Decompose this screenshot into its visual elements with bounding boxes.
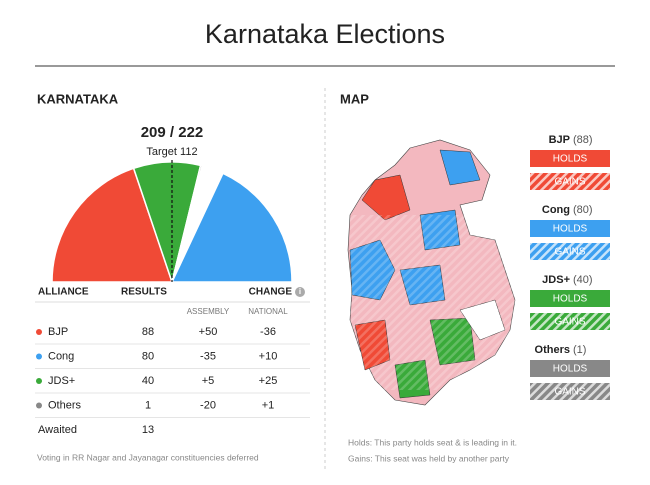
national-change: +10 [259,350,278,362]
gains-hatch [530,243,610,260]
note: Gains: This seat was held by another par… [348,453,510,463]
legend-name: BJP [549,134,570,146]
map-hatch [350,215,520,390]
holds-box [530,360,610,377]
party-dot [36,378,42,384]
gains-label: GAINS [554,247,585,258]
map-region [439,149,481,186]
assembly-change: -35 [200,350,216,362]
legend-count: (80) [573,204,593,216]
seat-arc [51,161,293,285]
info-icon[interactable] [295,287,305,297]
legend-count: (1) [573,344,586,356]
party-dot [36,329,42,335]
info-icon-glyph: i [299,287,301,296]
legend-count: (40) [573,274,593,286]
gains-label: GAINS [554,177,585,188]
col-national: NATIONAL [248,307,288,316]
col-assembly: ASSEMBLY [187,307,230,316]
holds-label: HOLDS [553,224,588,235]
col-change: CHANGE [249,287,293,298]
seat-wedge [170,172,293,283]
holds-box [530,150,610,167]
legend-name: Cong [542,204,570,216]
gains-hatch [530,313,610,330]
right-heading: MAP [340,91,369,106]
holds-box [530,290,610,307]
results: 40 [142,375,154,387]
legend-count: (88) [573,134,593,146]
party-name: BJP [48,326,68,338]
party-name: Others [48,399,82,411]
party-name: Cong [48,350,74,362]
national-change: +25 [259,375,278,387]
assembly-change: +5 [202,375,215,387]
assembly-change: +50 [199,326,218,338]
holds-box [530,220,610,237]
gains-label: GAINS [554,387,585,398]
results: 1 [145,399,151,411]
national-change: +1 [262,399,275,411]
awaited-name: Awaited [38,424,77,436]
summary: 209 / 222 [141,124,204,141]
awaited-results: 13 [142,424,154,436]
gains-hatch [530,383,610,400]
col-alliance: ALLIANCE [38,287,89,298]
results: 88 [142,326,154,338]
map [347,139,520,406]
left-footnote: Voting in RR Nagar and Jayanagar constit… [37,452,259,462]
seat-wedge [51,167,174,283]
holds-label: HOLDS [553,294,588,305]
left-heading: KARNATAKA [37,91,119,106]
note: Holds: This party holds seat & is leadin… [348,437,517,447]
results: 80 [142,350,154,362]
assembly-change: -20 [200,399,216,411]
target: Target 112 [146,146,197,158]
national-change: -36 [260,326,276,338]
gains-hatch [530,173,610,190]
holds-label: HOLDS [553,364,588,375]
gains-label: GAINS [554,317,585,328]
party-name: JDS+ [48,375,75,387]
party-dot [36,353,42,360]
col-results: RESULTS [121,287,167,298]
page-title: Karnataka Elections [205,19,445,49]
legend-name: Others [535,344,570,356]
holds-label: HOLDS [553,154,588,165]
legend-name: JDS+ [542,274,570,286]
party-dot [36,402,42,409]
